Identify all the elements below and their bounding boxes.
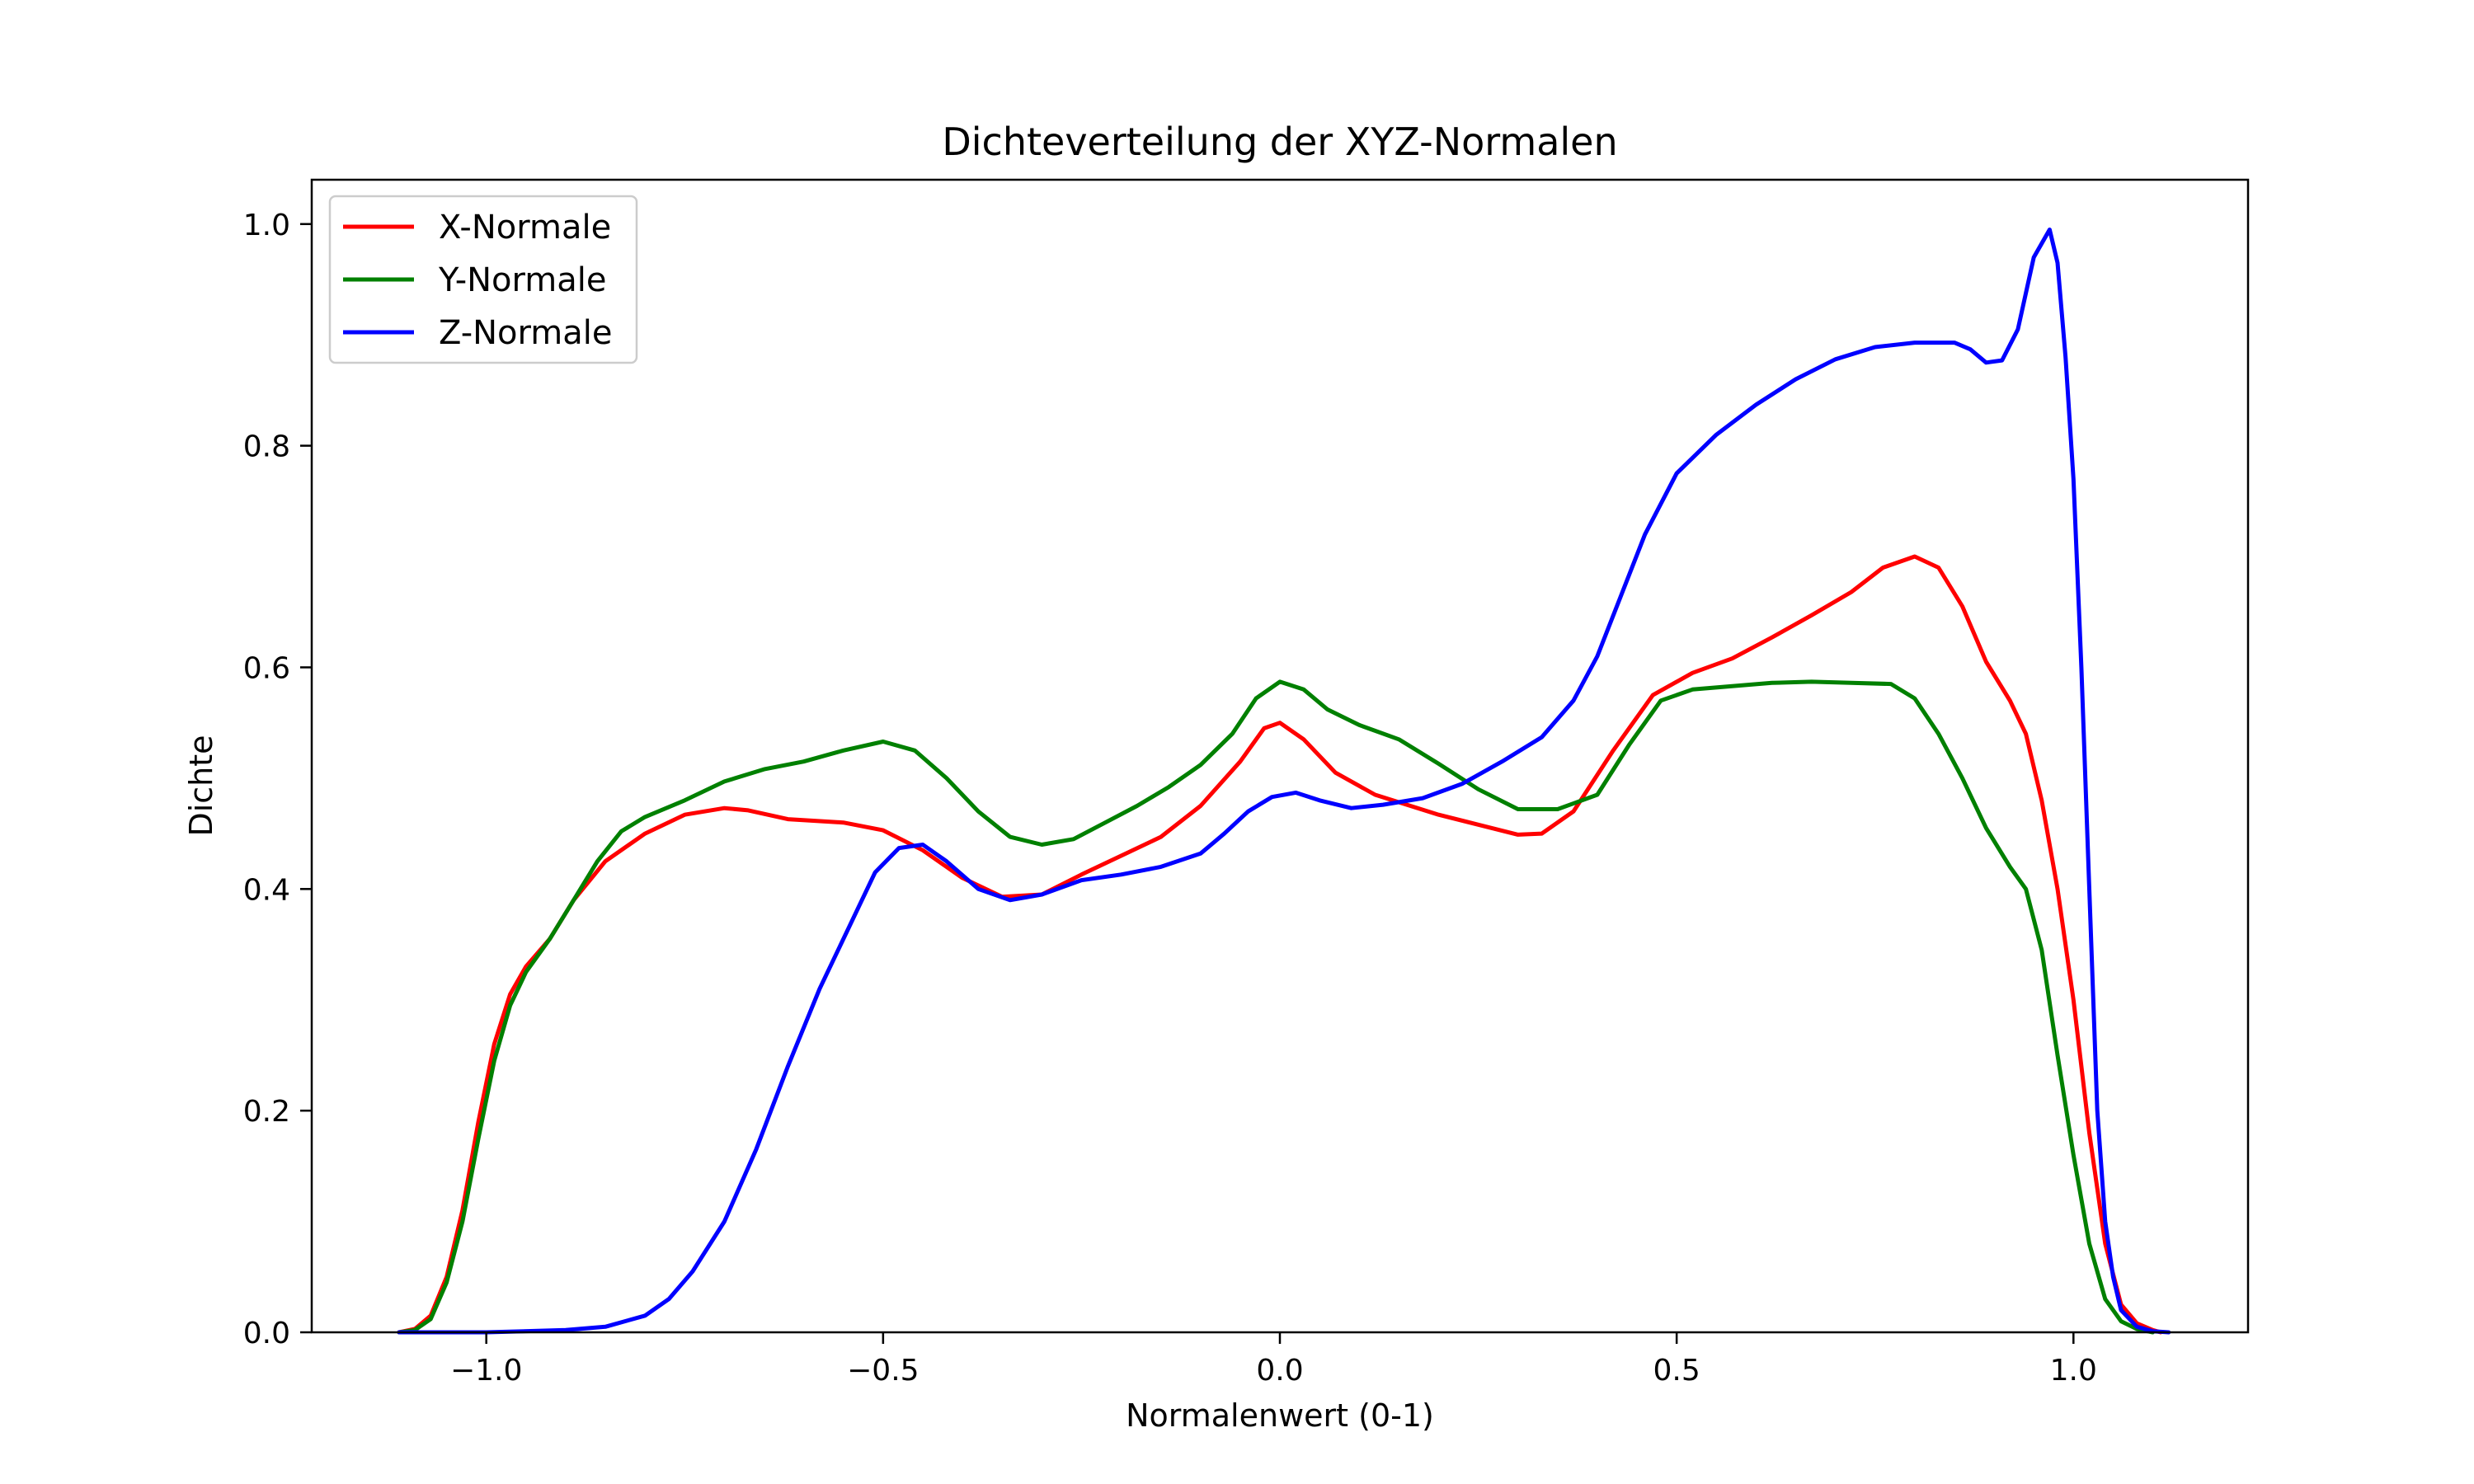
y-tick-label: 1.0 bbox=[243, 209, 290, 242]
y-tick-label: 0.6 bbox=[243, 651, 290, 685]
series-line-z-normale bbox=[397, 228, 2171, 1335]
legend-box bbox=[328, 195, 638, 364]
y-tick-label: 0.8 bbox=[243, 430, 290, 464]
y-tick-label: 0.0 bbox=[243, 1317, 290, 1350]
x-axis-label: Normalenwert (0-1) bbox=[1126, 1397, 1434, 1434]
y-tick-label: 0.2 bbox=[243, 1095, 290, 1129]
legend-entry-label: Y-Normale bbox=[438, 261, 606, 299]
y-tick-label: 0.4 bbox=[243, 873, 290, 907]
chart-title: Dichteverteilung der XYZ-Normalen bbox=[942, 120, 1617, 164]
x-tick-label: −1.0 bbox=[450, 1354, 522, 1388]
x-tick-label: −0.5 bbox=[847, 1354, 919, 1388]
plot-area: −1.0 −0.5 0.0 0.5 1.0 0.0 0.2 0.4 0.6 0.8 1.0 bbox=[243, 178, 2250, 1388]
series-line-y-normale bbox=[397, 679, 2155, 1335]
x-tick-label: 0.5 bbox=[1653, 1354, 1700, 1388]
x-tick-label: 0.0 bbox=[1256, 1354, 1303, 1388]
legend-entry-label: Z-Normale bbox=[439, 314, 612, 352]
legend-entry-label: X-Normale bbox=[439, 209, 611, 247]
y-axis-label: Dichte bbox=[183, 735, 219, 836]
x-tick-label: 1.0 bbox=[2050, 1354, 2097, 1388]
legend: X-Normale Y-Normale Z-Normale bbox=[328, 195, 638, 364]
